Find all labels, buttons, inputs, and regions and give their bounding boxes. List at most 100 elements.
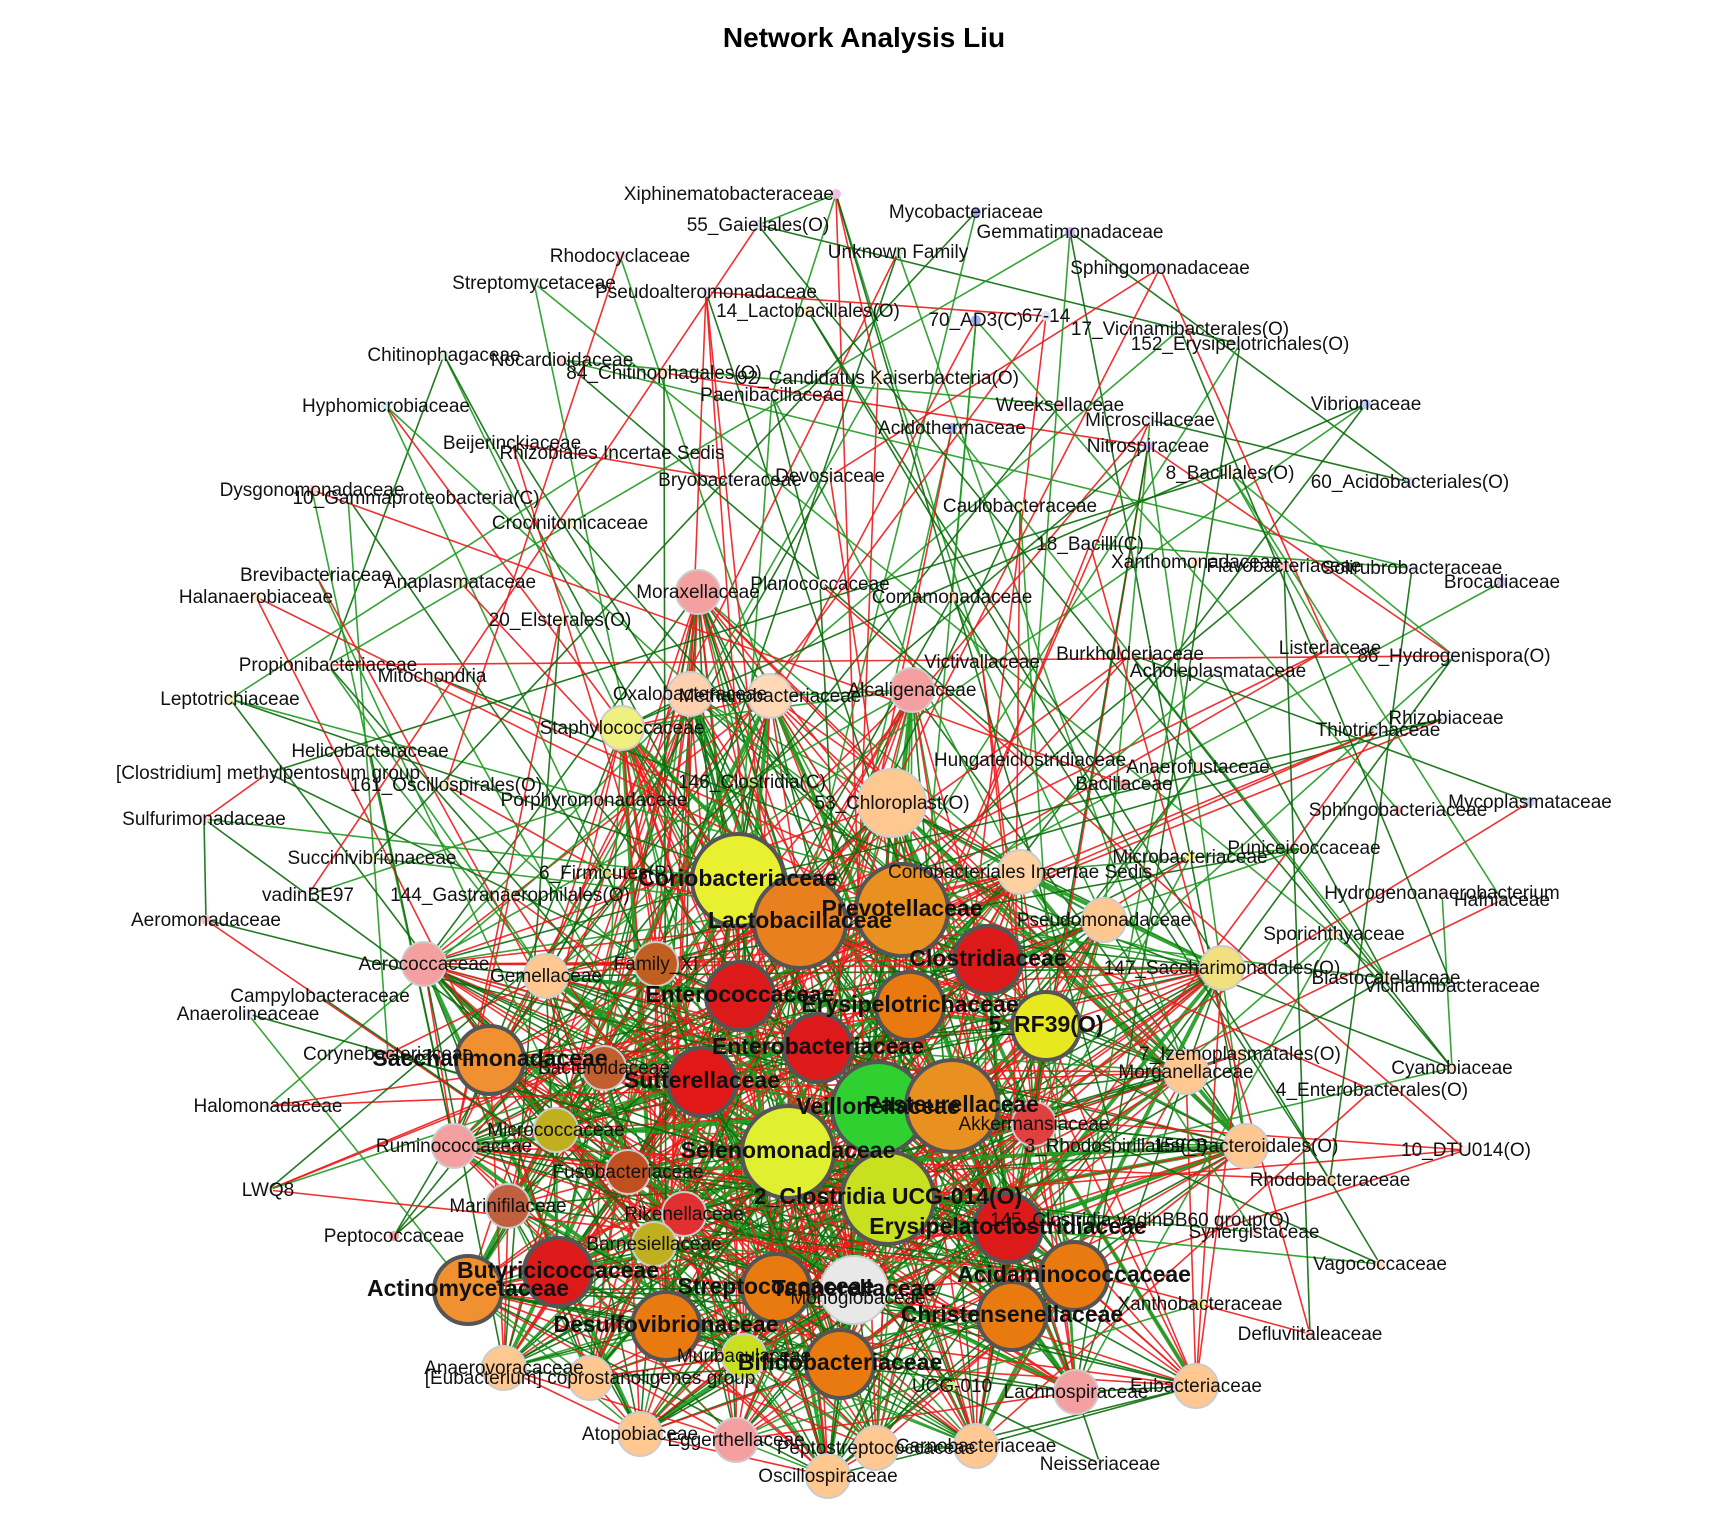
edge [203,818,859,1299]
node-anaerofustaceae [1193,762,1203,772]
node-label: Saccharimonadaceae [372,1045,607,1071]
node-hyphomicrobiaceae [381,401,391,411]
node-label: 92_Candidatus Kaiserbacteria(O) [737,368,1019,389]
node-label: Micrococcaceae [487,1120,624,1141]
edge [1329,567,1413,1181]
edge [975,1089,1373,1447]
node-label: 70_AD3(C) [928,310,1023,331]
edge [511,442,731,481]
node-ucg-010 [947,1381,957,1391]
node-label: Monoglobaceae [790,1288,925,1309]
edge [1089,543,1311,1335]
edge [467,1289,829,1477]
edge [1075,933,1335,1393]
node-peptococcaceae [389,1231,399,1241]
node-label: Mycobacteriaceae [889,202,1043,223]
node-lachnospiraceae [1053,1369,1099,1415]
node-label: Planococcaceae [750,574,889,595]
node-neisseriaceae [1095,1459,1105,1469]
node-staphylococcaceae [599,705,645,751]
edge [1069,231,1411,483]
node-60-acidobacteriales-o- [1405,477,1415,487]
node-label: Barnesiellaceae [586,1234,721,1255]
node-label: Alcaligenaceae [848,680,977,701]
node-label: 14_Lactobacillales(O) [716,301,900,322]
node-label: Desulfovibrionaceae [554,1311,779,1337]
node-acidothermaceae [947,423,957,433]
edge [503,1205,509,1369]
node-weeksellaceae [1055,400,1065,410]
node-pseudoalteromonadaceae [701,287,711,297]
edge [311,489,1125,785]
node-label: Gemellaceae [490,966,602,987]
node-mycoplasmataceae [1525,797,1535,807]
edge [489,647,1331,1061]
edge [503,1367,641,1435]
node-label: Neisseriaceae [1040,1454,1160,1475]
node-halomonadaceae [263,1101,273,1111]
node-planococcaceae [815,579,825,589]
node-label: Unknown Family [828,242,969,263]
node-desulfovibrionaceae [630,1290,702,1362]
node-label: Mycoplasmataceae [1448,792,1612,813]
edge [619,255,771,697]
edge [737,717,1447,881]
node-label: Halanaerobiaceae [179,587,333,608]
node-paenibacillaceae [767,390,777,400]
node-streptomycetaceae [529,278,539,288]
node-muribaculaceae [721,1333,767,1379]
node-ruminococcaceae [431,1123,477,1169]
node-label: Pseudomonadaceae [1017,910,1191,931]
node-17-vicinamibacterales-o- [1175,324,1185,334]
node-label: Devosiaceae [775,466,885,487]
node-label: Helicobacteraceae [291,741,448,762]
node-label: 147_Saccharimonadales(O) [1104,958,1341,979]
node-label: Rhodocyclaceae [550,246,690,267]
node-3-rhodospirillales-o- [1111,1141,1121,1151]
node-label: 10_Gammaproteobacteria(C) [292,488,539,509]
node-label: 6_Firmicutes(P) [539,863,673,884]
edge [561,359,1413,569]
edge [817,689,913,1049]
edge [771,193,837,396]
node-10-dtu014-o- [1461,1145,1471,1155]
node-moraxellaceae [675,569,721,615]
node-butyricicoccaceae [522,1236,594,1308]
node-label: Aeromonadaceae [131,910,281,931]
node-pseudomonadaceae [1081,897,1127,943]
node-label: [Clostridium] methylpentosum group [116,763,420,784]
edge [503,1367,737,1441]
node-label: Actinomycetaceae [367,1275,569,1301]
node-actinomycetaceae [432,1254,504,1326]
node-67-14 [1041,311,1051,321]
node-5-rf39-o- [1010,990,1082,1062]
node-label: Fusobacteriaceae [552,1162,703,1183]
node-streptococcaceae [740,1252,812,1324]
edge [467,1067,605,1291]
edge [1011,505,1021,1317]
edge [655,251,899,965]
edge [467,1289,641,1435]
edge [1115,1145,1381,1265]
node-atopobiaceae [617,1411,663,1457]
node-leptotrichiaceae [225,694,235,704]
edge [423,963,1013,1317]
node-label: Family_XI [614,954,698,975]
node-label: Pseudoalteromonadaceae [595,282,817,303]
edge [1007,729,1379,1229]
edge [897,251,1187,1073]
node-147-saccharimonadales-o- [1199,945,1245,991]
edge [203,818,207,921]
edge [835,193,1117,1147]
node-145-clostridia-vadinbb60-group-o- [1135,1215,1145,1225]
node-label: Akkermansiaceae [958,1114,1109,1135]
node-bryobacteraceae [725,475,735,485]
edge [827,1025,1047,1477]
node-label: Listeriaceae [1279,638,1381,659]
edge [453,689,913,1147]
edge [489,1059,1077,1393]
node-propionibacteriaceae [323,660,333,670]
node-label: Acholeplasmataceae [1130,661,1306,682]
node-label: 10_DTU014(O) [1401,1140,1531,1161]
node-solirubrobacteraceae [1407,563,1417,573]
